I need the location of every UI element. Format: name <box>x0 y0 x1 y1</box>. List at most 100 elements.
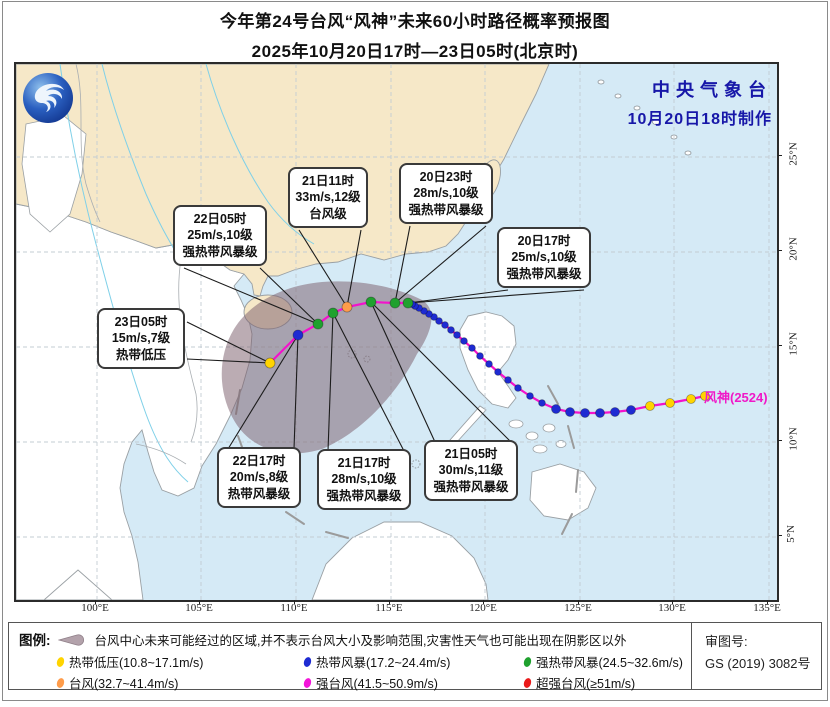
track-point <box>665 398 675 408</box>
callout-wind: 28m/s,10级 <box>413 186 479 201</box>
track-point <box>551 404 561 414</box>
track-point <box>526 392 534 400</box>
callout-21日17时: 21日17时 28m/s,10级 强热带风暴级 <box>317 449 411 510</box>
callout-20日23时: 20日23时 28m/s,10级 强热带风暴级 <box>399 163 493 224</box>
callout-wind: 20m/s,8级 <box>229 470 289 485</box>
lat-axis-tick <box>778 535 782 536</box>
lat-axis-tick <box>778 440 782 441</box>
track-point <box>460 337 468 345</box>
track-point <box>453 331 461 339</box>
lon-axis-tick <box>767 600 768 604</box>
track-point <box>626 405 636 415</box>
lon-axis-label: 125°E <box>564 602 592 614</box>
lon-axis-tick <box>672 600 673 604</box>
legend-item: 热带风暴(17.2~24.4m/s) <box>302 652 451 671</box>
callout-21日05时: 21日05时 30m/s,11级 强热带风暴级 <box>424 440 518 501</box>
lon-axis-tick <box>199 600 200 604</box>
callout-time: 23日05时 <box>114 315 168 329</box>
track-point <box>595 408 605 418</box>
lon-axis-label: 100°E <box>81 602 109 614</box>
legend-divider <box>691 623 692 689</box>
callout-category: 强热带风暴级 <box>326 488 402 503</box>
callout-wind: 25m/s,10级 <box>187 228 253 243</box>
callout-wind: 33m/s,12级 <box>295 190 361 205</box>
lon-axis-tick <box>578 600 579 604</box>
island-luzon <box>459 311 517 409</box>
probability-cone <box>221 281 432 454</box>
track-point <box>264 357 276 369</box>
island-mindanao <box>529 463 597 521</box>
callout-category: 热带风暴级 <box>227 486 291 501</box>
callout-time: 21日17时 <box>337 456 391 470</box>
lon-axis-tick <box>294 600 295 604</box>
callout-wind: 15m/s,7级 <box>111 331 171 346</box>
lon-axis-tick <box>389 600 390 604</box>
track-point <box>580 408 590 418</box>
review-label: 审图号: <box>705 634 748 649</box>
island-borneo <box>311 521 489 600</box>
legend-item-label: 台风(32.7~41.4m/s) <box>69 677 179 691</box>
track-point <box>504 376 512 384</box>
callout-time: 21日05时 <box>444 447 498 461</box>
track-point <box>686 394 696 404</box>
track-point <box>514 384 522 392</box>
callout-category: 热带低压 <box>115 347 166 362</box>
legend-title: 图例: <box>19 633 51 648</box>
track-point <box>341 301 353 313</box>
legend-left: 图例: 台风中心未来可能经过的区域,并不表示台风大小及影响范围,灾害性天气也可能… <box>9 623 691 692</box>
lon-axis-label: 115°E <box>375 602 403 614</box>
callout-time: 20日17时 <box>517 234 571 248</box>
track-point <box>447 326 455 334</box>
land-myanmar <box>21 115 87 233</box>
track-point <box>476 352 484 360</box>
legend-item-label: 热带风暴(17.2~24.4m/s) <box>316 656 451 670</box>
islands-visayas <box>508 419 567 454</box>
track-point <box>610 407 620 417</box>
lon-axis-label: 135°E <box>753 602 781 614</box>
callout-category: 台风级 <box>309 206 347 221</box>
legend-item-label: 强台风(41.5~50.9m/s) <box>316 677 438 691</box>
track-point <box>389 297 401 309</box>
callout-wind: 28m/s,10级 <box>331 472 397 487</box>
cone-icon <box>57 633 84 646</box>
title-block: 今年第24号台风“风神”未来60小时路径概率预报图 2025年10月20日17时… <box>0 7 830 62</box>
lat-axis-label: 25°N <box>787 142 800 166</box>
lon-axis-tick <box>483 600 484 604</box>
callout-22日17时: 22日17时 20m/s,8级 热带风暴级 <box>217 447 301 508</box>
track-point <box>365 296 377 308</box>
legend-item: 超强台风(≥51m/s) <box>522 673 635 692</box>
legend-item: 强热带风暴(24.5~32.6m/s) <box>522 652 683 671</box>
callout-category: 强热带风暴级 <box>506 266 582 281</box>
callout-wind: 25m/s,10级 <box>511 250 577 265</box>
callout-time: 20日23时 <box>419 170 473 184</box>
callout-23日05时: 23日05时 15m/s,7级 热带低压 <box>97 308 185 369</box>
lat-axis-label: 15°N <box>787 332 800 356</box>
track-point <box>485 360 493 368</box>
legend-intensity-icon <box>522 676 533 689</box>
map-review-number: 审图号: GS (2019) 3082号 <box>699 623 821 689</box>
rivers <box>59 64 315 483</box>
track-point <box>468 344 476 352</box>
storm-name-label: 风神(2524) <box>704 390 768 405</box>
lat-axis-tick <box>778 155 782 156</box>
track-point <box>565 407 575 417</box>
callout-time: 21日11时 <box>301 174 355 188</box>
lat-axis-label: 20°N <box>787 237 800 261</box>
track-point <box>292 329 304 341</box>
lat-axis-tick <box>778 250 782 251</box>
lat-axis-label: 10°N <box>787 427 800 451</box>
callout-wind: 30m/s,11级 <box>438 463 504 478</box>
country-borders <box>75 64 198 465</box>
island-sumatra <box>43 569 113 600</box>
track-point <box>402 297 414 309</box>
track-point <box>494 368 502 376</box>
legend-box: 图例: 台风中心未来可能经过的区域,并不表示台风大小及影响范围,灾害性天气也可能… <box>8 622 822 692</box>
callout-21日11时: 21日11时 33m/s,12级 台风级 <box>288 167 368 228</box>
lon-axis-label: 120°E <box>469 602 497 614</box>
figure-subtitle: 2025年10月20日17时—23日05时(北京时) <box>251 42 579 61</box>
agency-issue-time: 10月20日18时制作 <box>627 111 772 128</box>
lat-axis-label: 5°N <box>784 525 797 543</box>
typhoon-track-points <box>264 296 710 418</box>
track-point <box>700 391 710 401</box>
